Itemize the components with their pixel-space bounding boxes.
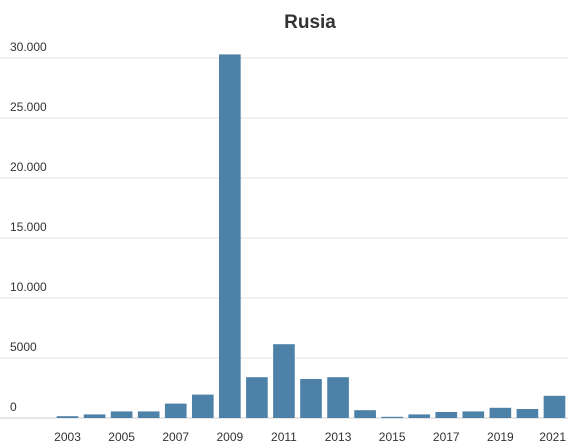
x-tick-label: 2007	[162, 430, 189, 442]
bar-2018	[462, 411, 485, 418]
y-axis-ticks: 0 5000 10.000 15.000 20.000 25.000 30.000	[10, 40, 47, 414]
chart-title: Rusia	[284, 12, 336, 33]
bar-2008	[191, 394, 214, 418]
bar-2013	[327, 377, 349, 418]
bar-2015	[381, 416, 403, 418]
x-tick-label: 2019	[487, 430, 514, 442]
y-tick-label: 0	[10, 400, 17, 414]
x-tick-label: 2009	[216, 430, 243, 442]
bar-2016	[408, 414, 431, 418]
x-tick-label: 2003	[54, 430, 81, 442]
x-tick-label: 2017	[433, 430, 460, 442]
bars	[56, 54, 566, 419]
bar-2006	[137, 411, 160, 418]
y-tick-label: 25.000	[10, 100, 47, 114]
y-tick-label: 20.000	[10, 160, 47, 174]
bar-2012	[300, 379, 322, 418]
bar-2003	[56, 416, 79, 418]
bar-2004	[83, 414, 106, 418]
bar-2005	[110, 411, 133, 418]
bar-2020	[516, 409, 539, 418]
bar-2010	[246, 377, 268, 418]
x-tick-label: 2013	[325, 430, 352, 442]
y-tick-label: 5000	[10, 340, 37, 354]
bar-2021	[543, 395, 566, 418]
x-tick-label: 2015	[379, 430, 406, 442]
bar-2011	[273, 344, 295, 418]
bar-2017	[435, 412, 458, 418]
x-axis-ticks: 2003 2005 2007 2009 2011 2013 2015 2017 2019 2021	[54, 430, 566, 442]
bar-2019	[489, 407, 512, 418]
gridlines	[0, 57, 568, 419]
bar-2009	[219, 54, 241, 419]
y-tick-label: 10.000	[10, 280, 47, 294]
x-tick-label: 2011	[271, 430, 297, 442]
x-tick-label: 2005	[108, 430, 135, 442]
y-tick-label: 15.000	[10, 220, 47, 234]
bar-2014	[354, 410, 376, 418]
y-tick-label: 30.000	[10, 40, 47, 54]
bar-2007	[164, 403, 187, 418]
x-tick-label: 2021	[539, 430, 566, 442]
